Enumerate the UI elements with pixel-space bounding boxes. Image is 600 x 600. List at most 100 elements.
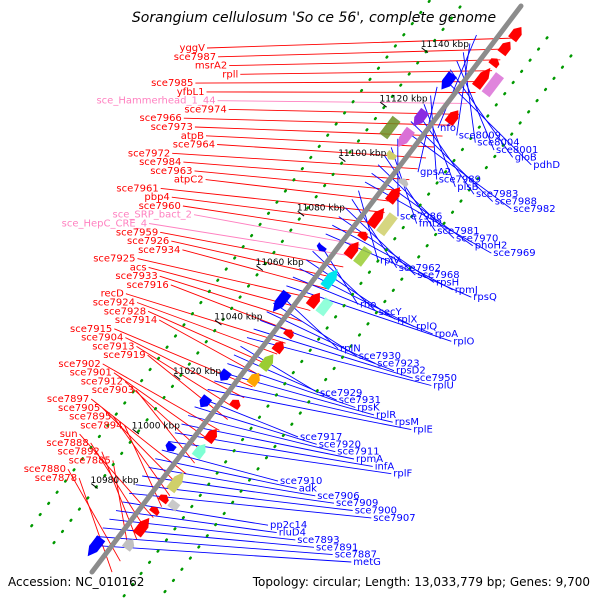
left-leader-25 — [148, 266, 311, 311]
right-leader-33 — [260, 319, 395, 372]
left-gene-label-30: sce7928 — [104, 306, 146, 317]
right-gene-label-40: rpsM — [395, 417, 419, 428]
position-ticks: 10980 kbp 11000 kbp 11020 kbp 11040 kbp 1106… — [90, 40, 469, 489]
kbp-label-1: 11000 kbp — [132, 422, 180, 432]
right-leader-44 — [187, 415, 336, 453]
left-gene-label-49: sce7878 — [35, 473, 77, 484]
left-leader-43 — [124, 425, 163, 507]
right-gene-label-13: fmt2 — [419, 219, 443, 230]
right-gene-label-8: plsB — [457, 182, 478, 193]
left-gene-label-26: sce7933 — [115, 271, 157, 282]
right-gene-label-21: rpsH — [436, 278, 459, 289]
right-gene-label-50: sce7906 — [317, 491, 359, 502]
right-gene-label-20: sce7968 — [417, 270, 459, 281]
left-gene-label-48: sce7880 — [24, 464, 66, 475]
right-gene-label-22: rpmJ — [455, 285, 478, 296]
kbp-label-7: 11120 kbp — [380, 95, 428, 105]
left-gene-label-11: sce7964 — [173, 140, 215, 151]
left-gene-label-29: sce7924 — [93, 298, 135, 309]
right-gene-label-35: rplU — [433, 381, 454, 392]
left-gene-label-36: sce7902 — [58, 359, 100, 370]
genome-stats-text: Topology: circular; Length: 13,033,779 b… — [252, 575, 590, 589]
gene-feature-1 — [121, 539, 135, 552]
kbp-tick-3 — [214, 319, 222, 326]
right-gene-label-26: rplX — [397, 314, 417, 325]
right-gene-label-44: sce7911 — [337, 447, 379, 458]
gene-feature-21 — [316, 242, 327, 252]
gene-block-5 — [167, 499, 181, 512]
right-gene-label-3: sce8001 — [496, 145, 538, 156]
left-gene-label-44: sun — [60, 429, 78, 440]
kbp-label-6: 11100 kbp — [338, 149, 386, 159]
left-leader-19 — [193, 214, 360, 246]
right-gene-label-33: rpsD2 — [396, 366, 426, 377]
kbp-tick-5 — [297, 210, 305, 217]
gene-feature-15 — [271, 341, 284, 355]
map-title: Sorangium cellulosum 'So ce 56', complet… — [132, 10, 496, 26]
left-leader-2 — [229, 59, 501, 67]
right-leader-2 — [462, 52, 476, 143]
right-gene-label-34: sce7950 — [415, 373, 457, 384]
left-gene-label-22: sce7926 — [127, 236, 169, 247]
right-gene-label-24: rho — [360, 300, 376, 311]
left-gene-label-47: sce7885 — [69, 455, 111, 466]
right-leader-28 — [292, 276, 433, 335]
gene-feature-17 — [272, 289, 292, 312]
left-leader-31 — [158, 319, 261, 377]
right-gene-label-53: sce7907 — [373, 513, 415, 524]
gene-feature-37 — [488, 58, 500, 69]
right-gene-label-57: sce7891 — [316, 542, 358, 553]
left-leader-30 — [147, 310, 270, 366]
gene-feature-39 — [508, 27, 522, 43]
right-leader-30 — [279, 294, 339, 350]
right-gene-label-42: sce7917 — [300, 432, 342, 443]
left-gene-label-19: sce_SRP_bact_2 — [113, 210, 192, 221]
kbp-tick-8 — [421, 47, 429, 54]
gene-feature-38 — [497, 41, 511, 57]
backbone-line — [89, 3, 524, 575]
left-leader-21 — [160, 231, 344, 268]
right-leader-58 — [96, 536, 333, 556]
right-gene-label-52: sce7900 — [355, 506, 397, 517]
left-gene-label-37: sce7901 — [70, 368, 112, 379]
right-gene-label-14: sce7981 — [437, 226, 479, 237]
left-leader-5 — [206, 91, 476, 93]
kbp-label-8: 11140 kbp — [421, 40, 469, 50]
right-gene-label-51: sce7909 — [336, 498, 378, 509]
right-gene-label-16: phoH2 — [475, 241, 508, 252]
right-leader-1 — [456, 43, 471, 136]
gene-block-36 — [481, 72, 504, 98]
right-gene-label-0: nfo — [440, 123, 456, 134]
left-gene-label-39: sce7903 — [92, 385, 134, 396]
right-gene-label-23: rpsQ — [473, 292, 497, 303]
left-leader-6 — [217, 100, 468, 104]
left-leader-29 — [136, 302, 278, 355]
gene-feature-18 — [305, 292, 320, 310]
left-leader-20 — [149, 223, 352, 257]
right-gene-label-18: rplV — [380, 255, 400, 266]
gene-feature-2 — [132, 517, 150, 538]
left-gene-label-24: sce7925 — [93, 254, 135, 265]
right-gene-label-7: sce7989 — [439, 175, 481, 186]
left-gene-label-6: sce_Hammerhead_1_44 — [96, 96, 215, 107]
gene-feature-34 — [441, 71, 457, 90]
right-leader-7 — [430, 95, 438, 180]
kbp-tick-1 — [132, 428, 140, 435]
kbp-tick-0 — [90, 483, 98, 489]
gene-feature-7 — [165, 441, 177, 452]
right-leader-19 — [351, 199, 398, 269]
gene-feature-0 — [87, 535, 106, 557]
right-leader-0 — [437, 34, 477, 129]
left-leader-0 — [206, 37, 517, 49]
right-gene-label-1: sce8009 — [459, 130, 501, 141]
gene-feature-27 — [385, 187, 400, 205]
left-leader-34 — [136, 346, 237, 409]
right-leader-59 — [89, 544, 352, 563]
left-gene-label-13: sce7984 — [139, 157, 181, 168]
right-gene-label-32: sce7923 — [377, 358, 419, 369]
right-leader-23 — [325, 233, 472, 298]
left-gene-label-14: sce7963 — [150, 166, 192, 177]
right-leader-45 — [181, 423, 355, 460]
left-gene-label-10: atpB — [181, 131, 204, 142]
